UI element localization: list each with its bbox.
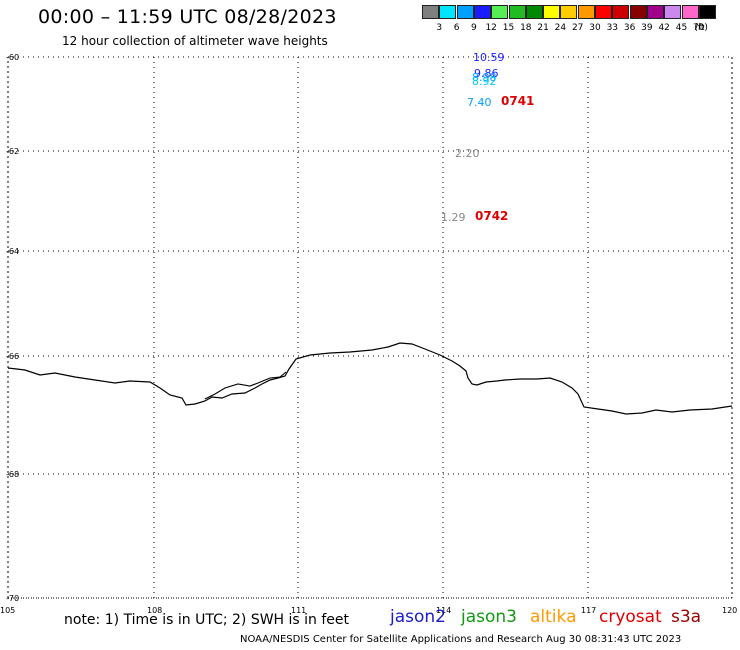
- latitude-tick-label: -62: [6, 147, 19, 156]
- legend-label: 18: [520, 23, 532, 33]
- legend-label: 3: [436, 23, 443, 33]
- legend-swatch: [525, 5, 543, 19]
- legend-label: 27: [571, 23, 584, 33]
- legend-label: 39: [641, 23, 653, 33]
- legend-swatch: [595, 5, 612, 19]
- map-subtitle: 12 hour collection of altimeter wave hei…: [62, 34, 328, 48]
- latitude-tick-label: -70: [6, 594, 19, 603]
- legend-swatch: [698, 5, 716, 19]
- legend-swatch: [612, 5, 630, 19]
- mission-label-altika: altika: [530, 607, 577, 627]
- swh-observation: 8.98: [472, 71, 497, 84]
- mission-label-jason2: jason2: [390, 607, 446, 627]
- latitude-tick-label: -60: [6, 53, 19, 62]
- legend-label: 9: [471, 23, 477, 33]
- legend-unit: (ft): [694, 23, 708, 33]
- swh-observation: 9.86: [474, 67, 499, 80]
- latitude-tick-label: -68: [6, 470, 19, 479]
- footer-note: note: 1) Time is in UTC; 2) SWH is in fe…: [64, 612, 350, 628]
- legend-label: 42: [658, 23, 670, 33]
- legend-label: 24: [554, 23, 567, 33]
- graticule: -60 -62 -64 -66 -68 -70 105 108 111 114 117 120: [0, 53, 737, 615]
- longitude-tick-label: 105: [0, 606, 15, 615]
- pass-time-label: 0741: [501, 94, 535, 108]
- footer-credit: NOAA/NESDIS Center for Satellite Applica…: [240, 634, 682, 645]
- legend-swatch: [508, 5, 526, 19]
- legend-swatch: [646, 5, 664, 19]
- legend-label: 70: [693, 23, 705, 33]
- longitude-tick-label: 120: [722, 606, 737, 615]
- legend-swatch: [560, 5, 578, 19]
- longitude-tick-label: 117: [581, 606, 596, 615]
- longitude-tick-label: 114: [436, 606, 451, 615]
- legend-label: 36: [623, 23, 636, 33]
- mission-label-cryosat: cryosat: [599, 607, 662, 627]
- map-title: 00:00 – 11:59 UTC 08/28/2023: [38, 6, 337, 28]
- ice-edge-feature: [204, 371, 287, 400]
- legend-swatch: [629, 5, 647, 19]
- legend-label: 30: [589, 23, 601, 33]
- latitude-tick-label: -66: [6, 352, 19, 361]
- legend-label: 15: [502, 23, 515, 33]
- legend-label: 12: [485, 23, 497, 33]
- legend-swatch: [439, 5, 457, 19]
- legend-swatch: [577, 5, 595, 19]
- legend-swatch: [664, 5, 682, 19]
- legend-label: 45: [675, 23, 688, 33]
- coastline: [7, 342, 733, 415]
- legend-swatch: [681, 5, 699, 19]
- mission-label-jason3: jason3: [461, 607, 517, 627]
- swh-observation: 7.40: [467, 96, 492, 109]
- swh-observation: 2.20: [455, 147, 480, 160]
- map-frame: [7, 56, 733, 599]
- legend-swatch: [456, 5, 474, 19]
- legend-swatch: [491, 5, 509, 19]
- longitude-tick-label: 108: [147, 606, 162, 615]
- legend-swatch: [473, 5, 491, 19]
- swh-observation: 8.92: [472, 75, 497, 88]
- swh-observation: 1.29: [441, 211, 466, 224]
- legend-label: 6: [453, 23, 460, 33]
- legend-swatch: [422, 5, 439, 19]
- mission-label-s3a: s3a: [671, 607, 702, 627]
- legend-swatch: [543, 5, 561, 19]
- legend-label: 21: [537, 23, 549, 33]
- latitude-tick-label: -64: [6, 247, 19, 256]
- swh-observation: 10.59: [473, 51, 505, 64]
- legend-label: 33: [606, 23, 619, 33]
- pass-time-label: 0742: [475, 209, 509, 223]
- longitude-tick-label: 111: [291, 606, 306, 615]
